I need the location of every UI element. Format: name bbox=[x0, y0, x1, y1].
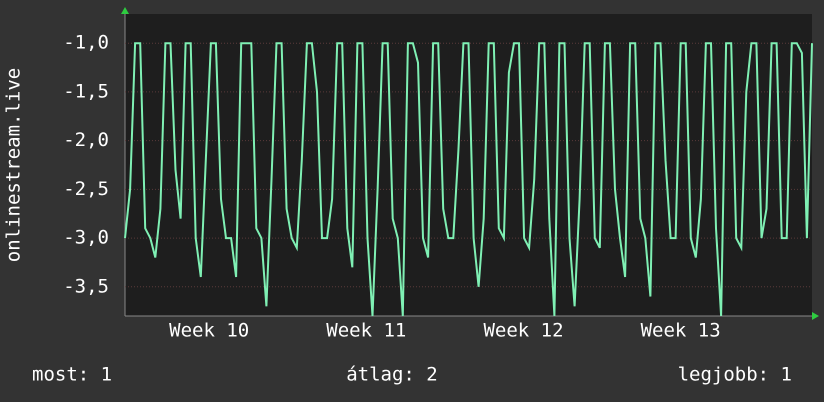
y-tick-label: -1,0 bbox=[63, 32, 109, 54]
x-tick-label: Week 13 bbox=[641, 320, 721, 342]
footer-average: átlag: 2 bbox=[346, 364, 438, 386]
footer-best: legjobb: 1 bbox=[678, 364, 792, 386]
data-line bbox=[124, 42, 813, 317]
footer-current: most: 1 bbox=[32, 364, 112, 386]
x-tick-label: Week 11 bbox=[326, 320, 406, 342]
x-tick-label: Week 10 bbox=[169, 320, 249, 342]
y-tick-label: -2,5 bbox=[63, 178, 109, 200]
y-tick-label: -1,5 bbox=[63, 80, 109, 102]
x-tick-label: Week 12 bbox=[483, 320, 563, 342]
y-tick-label: -3,0 bbox=[63, 227, 109, 249]
x-arrow bbox=[812, 312, 819, 320]
y-axis-label: onlinestream.live bbox=[3, 68, 25, 262]
y-tick-label: -3,5 bbox=[63, 275, 109, 297]
y-arrow bbox=[121, 7, 129, 14]
y-tick-label: -2,0 bbox=[63, 129, 109, 151]
